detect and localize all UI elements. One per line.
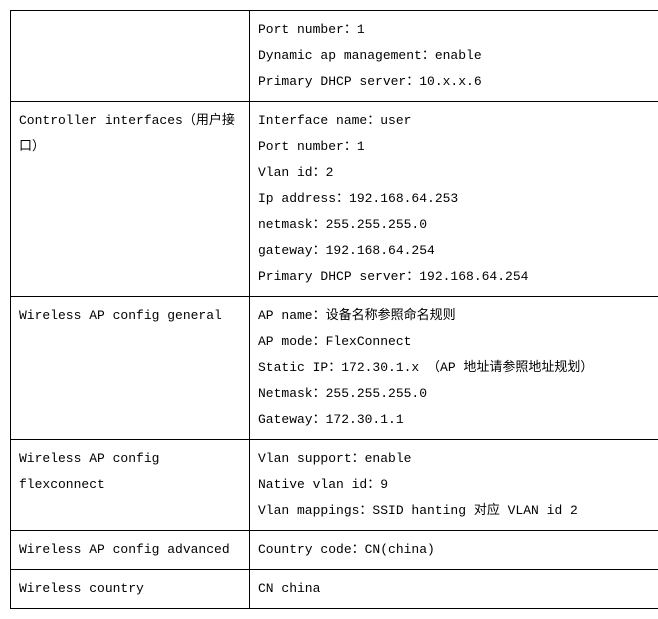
row-value: Vlan support：enable Native vlan id：9 Vla… [250, 440, 658, 531]
value-line: Native vlan id：9 [258, 472, 658, 498]
table-row: Controller interfaces（用户接口） Interface na… [11, 102, 658, 297]
row-label: Wireless country [11, 570, 250, 609]
value-line: Gateway：172.30.1.1 [258, 407, 658, 433]
value-line: CN china [258, 576, 658, 602]
value-line: Primary DHCP server：10.x.x.6 [258, 69, 658, 95]
table-row: Wireless AP config general AP name：设备名称参… [11, 297, 658, 440]
table-row: Wireless AP config advanced Country code… [11, 531, 658, 570]
row-label: Wireless AP config advanced [11, 531, 250, 570]
row-label: Controller interfaces（用户接口） [11, 102, 250, 297]
table-row: Wireless AP config flexconnect Vlan supp… [11, 440, 658, 531]
table-body: Port number：1 Dynamic ap management：enab… [11, 11, 658, 609]
row-label [11, 11, 250, 102]
value-line: netmask：255.255.255.0 [258, 212, 658, 238]
value-line: AP mode：FlexConnect [258, 329, 658, 355]
row-value: AP name：设备名称参照命名规则 AP mode：FlexConnect S… [250, 297, 658, 440]
row-value: Interface name：user Port number：1 Vlan i… [250, 102, 658, 297]
value-line: Netmask：255.255.255.0 [258, 381, 658, 407]
value-line: gateway：192.168.64.254 [258, 238, 658, 264]
value-line: Ip address：192.168.64.253 [258, 186, 658, 212]
value-line: Interface name：user [258, 108, 658, 134]
value-line: Primary DHCP server：192.168.64.254 [258, 264, 658, 290]
row-label: Wireless AP config general [11, 297, 250, 440]
row-value: CN china [250, 570, 658, 609]
value-line: AP name：设备名称参照命名规则 [258, 303, 658, 329]
value-line: Vlan mappings：SSID hanting 对应 VLAN id 2 [258, 498, 658, 524]
value-line: Country code：CN(china) [258, 537, 658, 563]
table-row: Wireless country CN china [11, 570, 658, 609]
value-line: Port number：1 [258, 134, 658, 160]
table-row: Port number：1 Dynamic ap management：enab… [11, 11, 658, 102]
row-value: Country code：CN(china) [250, 531, 658, 570]
value-line: Vlan id：2 [258, 160, 658, 186]
row-value: Port number：1 Dynamic ap management：enab… [250, 11, 658, 102]
config-table: Port number：1 Dynamic ap management：enab… [10, 10, 658, 609]
value-line: Vlan support：enable [258, 446, 658, 472]
value-line: Dynamic ap management：enable [258, 43, 658, 69]
row-label: Wireless AP config flexconnect [11, 440, 250, 531]
value-line: Static IP：172.30.1.x （AP 地址请参照地址规划） [258, 355, 658, 381]
value-line: Port number：1 [258, 17, 658, 43]
